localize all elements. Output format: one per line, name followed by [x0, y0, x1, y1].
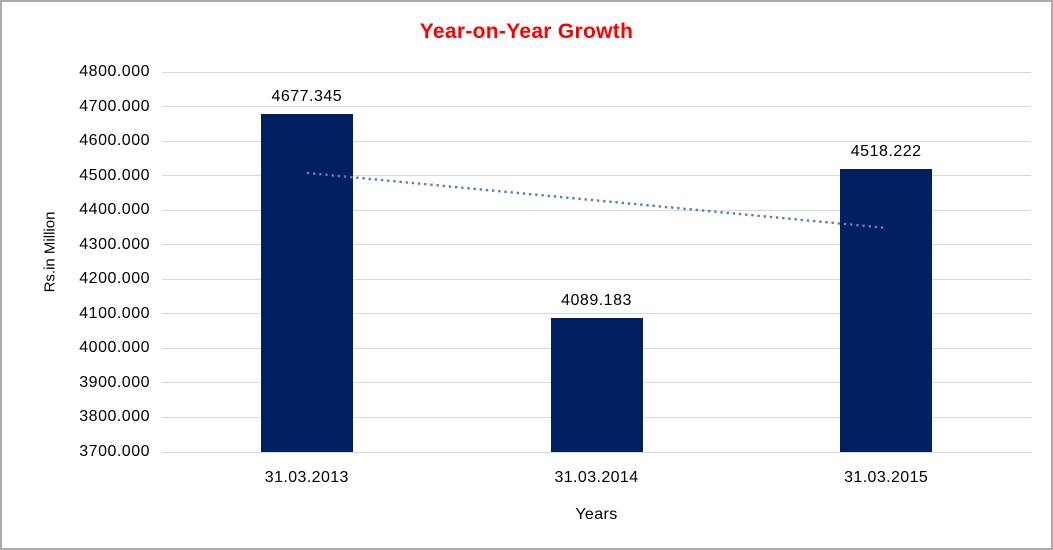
x-tick-label: 31.03.2013	[264, 469, 349, 486]
y-tick-label: 4700.000	[79, 97, 150, 115]
y-tick-label: 3700.000	[79, 443, 150, 460]
y-tick-label: 4400.000	[79, 201, 150, 219]
y-tick-label: 4200.000	[79, 270, 150, 288]
gridline	[162, 278, 1031, 280]
gridline	[162, 313, 1031, 315]
y-tick-label: 4300.000	[79, 235, 150, 253]
y-tick-label: 4100.000	[79, 304, 150, 322]
y-tick-label: 4600.000	[79, 132, 150, 150]
bar	[260, 114, 353, 452]
gridline	[162, 451, 1031, 453]
bar	[840, 169, 933, 452]
bar-value-label: 4677.345	[271, 88, 343, 106]
y-tick-label: 4500.000	[79, 166, 150, 184]
bar	[550, 317, 643, 452]
gridline	[162, 71, 1031, 73]
y-tick-label: 4000.000	[79, 339, 150, 357]
x-tick-label: 31.03.2014	[554, 469, 639, 486]
bar-value-label: 4518.222	[850, 143, 922, 161]
gridline	[162, 140, 1031, 142]
y-tick-label: 3900.000	[79, 373, 150, 391]
gridline	[162, 106, 1031, 108]
chart-title: Year-on-Year Growth	[419, 20, 634, 43]
gridline	[162, 244, 1031, 246]
x-axis-title: Years	[575, 506, 618, 523]
y-tick-label: 4800.000	[79, 63, 150, 80]
y-tick-label: 3800.000	[79, 408, 150, 426]
bar-value-label: 4089.183	[561, 291, 632, 309]
x-tick-label: 31.03.2015	[844, 469, 929, 486]
